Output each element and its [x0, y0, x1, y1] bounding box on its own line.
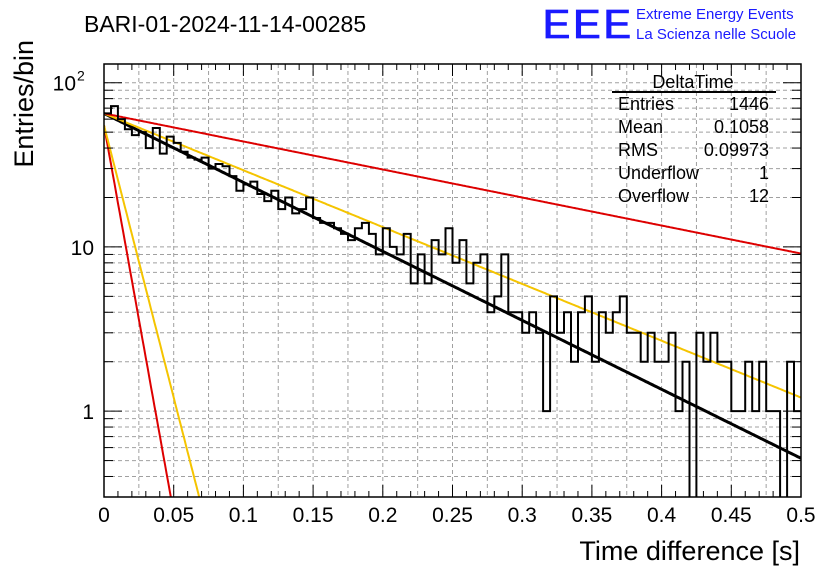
x-tick-label: 0.45: [711, 504, 752, 527]
y-axis-title: Entries/bin: [9, 40, 39, 168]
eee-logo-line1: Extreme Energy Events: [636, 6, 794, 23]
y-tick-label-exponent: 2: [77, 68, 85, 84]
x-tick-label: 0.05: [153, 504, 194, 527]
x-tick-label: 0.3: [508, 504, 537, 527]
x-tick-labels: 0 0.05 0.1 0.15 0.2 0.25 0.3 0.35 0.4 0.45 0.5: [98, 504, 815, 527]
x-tick-label: 0: [98, 504, 110, 527]
fit-curve: [104, 112, 801, 255]
stats-box-title: DeltaTime: [652, 72, 733, 92]
x-tick-label: 0.25: [432, 504, 473, 527]
stats-rms-value: 0.09973: [704, 140, 769, 160]
stats-entries-label: Entries: [618, 94, 674, 114]
x-tick-label: 0.1: [229, 504, 258, 527]
y-tick-label: 1: [82, 401, 94, 424]
y-tick-label: 10: [71, 237, 94, 260]
stats-entries-value: 1446: [729, 94, 769, 114]
stats-overflow-value: 12: [749, 186, 769, 206]
stats-overflow-label: Overflow: [618, 186, 690, 206]
x-tick-label: 0.2: [368, 504, 397, 527]
fit-curve: [104, 125, 201, 497]
x-tick-label: 0.5: [786, 504, 815, 527]
stats-underflow-label: Underflow: [618, 163, 700, 183]
fit-curves: [104, 112, 801, 497]
x-tick-label: 0.35: [571, 504, 612, 527]
stats-rms-label: RMS: [618, 140, 658, 160]
y-tick-label: 10: [53, 73, 76, 96]
x-axis-title: Time difference [s]: [579, 536, 800, 566]
fit-curve: [104, 125, 172, 497]
x-tick-label: 0.4: [647, 504, 677, 527]
eee-logo: EEE Extreme Energy Events La Scienza nel…: [541, 0, 796, 50]
fit-curve: [104, 112, 801, 460]
histogram: [104, 105, 801, 497]
stats-mean-value: 0.1058: [714, 117, 769, 137]
stats-underflow-value: 1: [759, 163, 769, 183]
stats-box: DeltaTime Entries 1446 Mean 0.1058 RMS 0…: [612, 72, 776, 206]
x-tick-label: 0.15: [293, 504, 334, 527]
eee-logo-line2: La Scienza nelle Scuole: [636, 26, 796, 43]
stats-mean-label: Mean: [618, 117, 663, 137]
eee-logo-letters: EEE: [542, 0, 633, 49]
axis-ticks: [103, 64, 802, 498]
chart-title: BARI-01-2024-11-14-00285: [84, 11, 366, 37]
